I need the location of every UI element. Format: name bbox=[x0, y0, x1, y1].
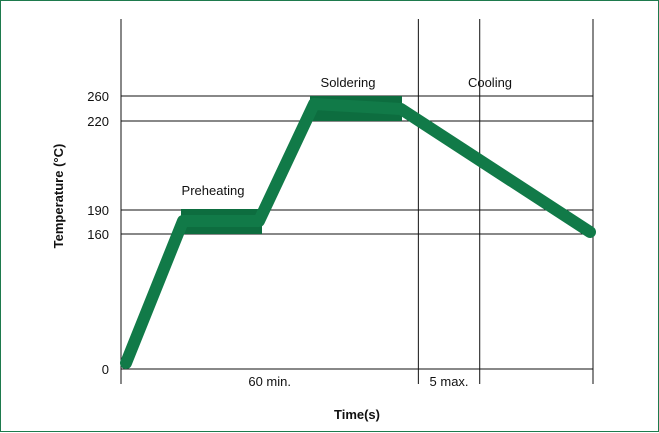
y-tick-label-0: 0 bbox=[102, 362, 109, 377]
x-interval-label-1: 5 max. bbox=[430, 374, 469, 389]
curve-group bbox=[120, 98, 596, 369]
gridlines-group bbox=[120, 19, 594, 384]
y-axis-title: Temperature (°C) bbox=[51, 144, 66, 249]
temperature-curve bbox=[120, 98, 596, 369]
x-axis-title: Time(s) bbox=[334, 407, 380, 422]
phase-label-1: Soldering bbox=[321, 75, 376, 90]
y-tick-label-220: 220 bbox=[87, 114, 109, 129]
labels-group: 0 160 190 220 260 60 min. 5 max. Preheating Sold… bbox=[51, 75, 512, 422]
y-tick-label-190: 190 bbox=[87, 203, 109, 218]
phase-label-0: Preheating bbox=[182, 183, 245, 198]
y-tick-label-160: 160 bbox=[87, 227, 109, 242]
phase-label-2: Cooling bbox=[468, 75, 512, 90]
y-tick-label-260: 260 bbox=[87, 89, 109, 104]
x-interval-label-0: 60 min. bbox=[248, 374, 291, 389]
